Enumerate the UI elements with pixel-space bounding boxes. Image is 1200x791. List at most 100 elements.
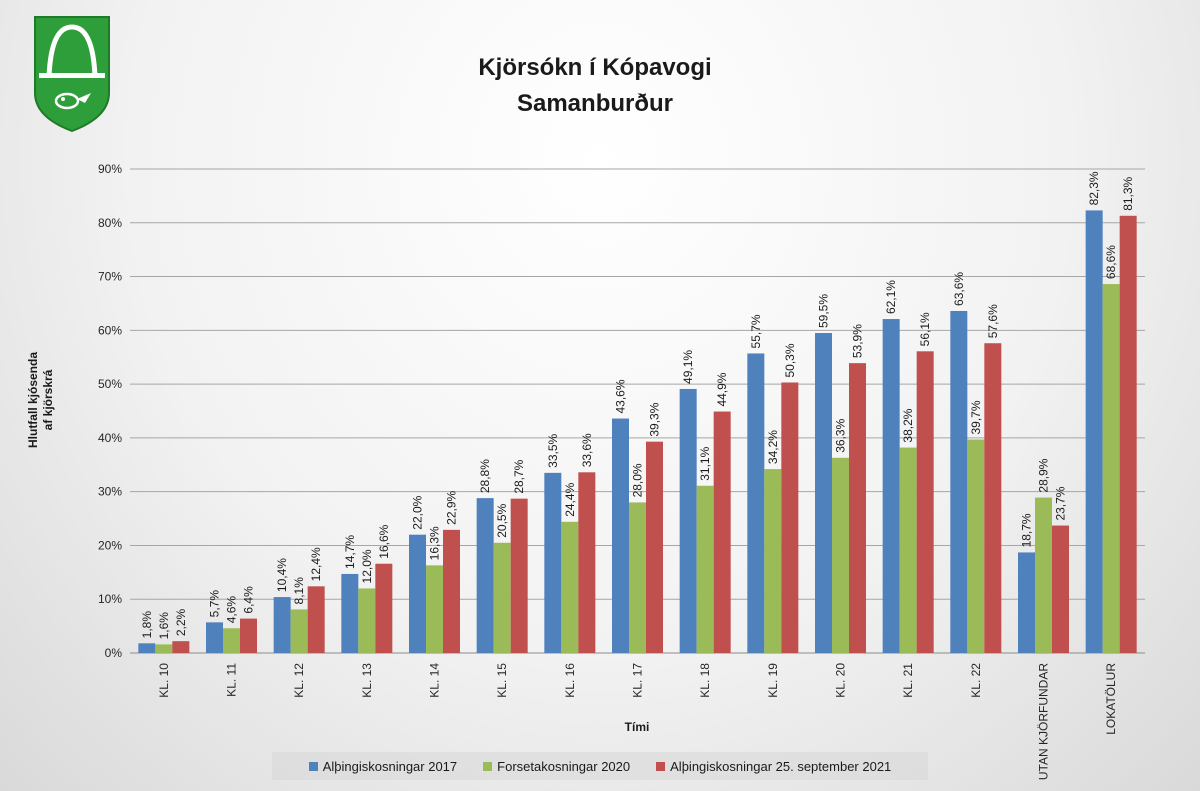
data-label: 10,4% (275, 558, 289, 592)
data-label: 56,1% (918, 312, 932, 346)
data-label: 82,3% (1087, 171, 1101, 205)
x-tick-label: KL. 14 (428, 663, 442, 698)
bar (950, 310, 968, 653)
bar (1035, 497, 1052, 653)
y-tick-label: 70% (98, 270, 122, 284)
x-tick-label: UTAN KJÖRFUNDAR (1037, 663, 1051, 780)
data-label: 22,0% (411, 495, 425, 529)
data-label: 33,5% (546, 433, 560, 467)
bar (273, 597, 291, 653)
data-label: 39,7% (969, 400, 983, 434)
bar (493, 542, 511, 653)
bar (984, 343, 1002, 653)
kopavogur-crest-logo (33, 15, 111, 133)
legend-label-2017: Alþingiskosningar 2017 (322, 758, 458, 774)
bar (1052, 525, 1069, 653)
data-label: 14,7% (343, 535, 357, 569)
data-label: 1,6% (157, 612, 171, 640)
data-label: 63,6% (952, 272, 966, 306)
bar (815, 333, 832, 653)
bar (510, 498, 528, 653)
bar (629, 502, 646, 653)
chart-legend: Alþingiskosningar 2017 Forsetakosningar … (272, 752, 928, 780)
y-tick-label: 10% (98, 592, 122, 606)
data-label: 31,1% (698, 446, 712, 480)
bar (307, 586, 325, 653)
x-tick-label: KL. 16 (563, 663, 577, 698)
bar (223, 628, 240, 653)
bar (916, 351, 934, 653)
y-tick-label: 30% (98, 485, 122, 499)
y-axis-label-line-2: af kjörskrá (41, 369, 55, 430)
bar (443, 529, 460, 653)
x-tick-label: KL. 10 (157, 663, 171, 698)
data-label: 22,9% (445, 490, 459, 524)
data-label: 2,2% (174, 608, 188, 636)
legend-swatch-2020 (483, 761, 493, 771)
bar (781, 382, 799, 653)
data-label: 44,9% (715, 372, 729, 406)
y-tick-label: 20% (98, 538, 122, 552)
bar (240, 618, 257, 653)
bar (1102, 284, 1120, 653)
bar (155, 644, 173, 653)
x-tick-label: KL. 22 (969, 663, 983, 698)
data-label: 28,9% (1037, 458, 1051, 492)
bar (561, 521, 579, 653)
bar (375, 563, 393, 653)
data-label: 50,3% (783, 343, 797, 377)
bar (832, 457, 849, 653)
bar (646, 441, 663, 653)
bar (476, 498, 494, 653)
y-tick-label: 0% (105, 646, 123, 660)
bar (409, 534, 426, 653)
y-axis-label-line-1: Hlutfall kjósenda (26, 352, 40, 448)
data-label: 28,8% (478, 459, 492, 493)
x-tick-label: KL. 11 (225, 663, 239, 697)
data-label: 28,7% (512, 459, 526, 493)
x-axis-label: Tími (625, 720, 650, 734)
y-tick-label: 60% (98, 323, 122, 337)
bar (341, 573, 359, 653)
data-label: 16,6% (377, 524, 391, 558)
x-tick-label: LOKATÖLUR (1104, 663, 1118, 735)
data-label: 68,6% (1104, 245, 1118, 279)
bar (138, 643, 156, 653)
bar (899, 447, 917, 653)
bar (764, 469, 782, 653)
bar (1119, 215, 1137, 653)
x-tick-label: KL. 19 (766, 663, 780, 698)
data-label: 36,3% (834, 418, 848, 452)
data-label: 62,1% (884, 280, 898, 314)
bar (206, 622, 223, 653)
bar (172, 641, 190, 653)
bar (882, 319, 900, 653)
chart-subtitle: Samanburður (516, 90, 674, 117)
data-label: 12,4% (309, 547, 323, 581)
bar (1085, 210, 1103, 654)
x-tick-label: KL. 21 (901, 663, 915, 698)
bar (696, 485, 714, 653)
y-tick-label: 50% (98, 377, 122, 391)
data-label: 18,7% (1020, 513, 1034, 547)
x-tick-label: KL. 15 (495, 663, 509, 698)
data-label: 33,6% (580, 433, 594, 467)
y-tick-label: 90% (98, 162, 122, 176)
x-tick-label: KL. 12 (292, 663, 306, 698)
data-label: 16,3% (428, 526, 442, 560)
data-label: 23,7% (1054, 486, 1068, 520)
bar (358, 588, 376, 653)
legend-label-2021: Alþingiskosningar 25. september 2021 (670, 758, 892, 774)
data-label: 4,6% (225, 596, 239, 624)
bar (849, 363, 866, 653)
y-tick-label: 80% (98, 216, 122, 230)
legend-item-2017: Alþingiskosningar 2017 (308, 758, 458, 774)
bar (578, 472, 596, 653)
x-tick-label: KL. 18 (698, 663, 712, 698)
bar (544, 472, 562, 653)
data-label: 20,5% (495, 503, 509, 537)
data-label: 57,6% (986, 304, 1000, 338)
x-tick-label: KL. 20 (834, 663, 848, 698)
data-label: 24,4% (563, 482, 577, 516)
